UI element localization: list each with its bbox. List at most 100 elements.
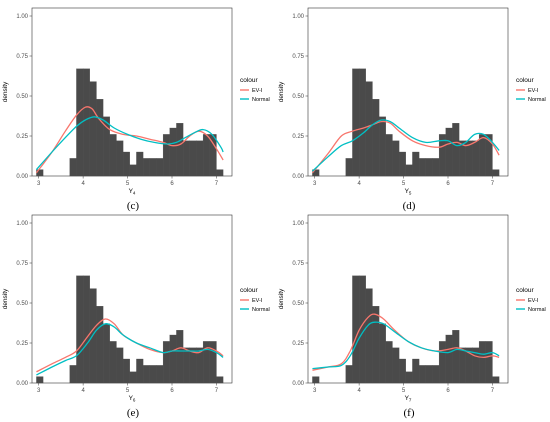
y-tick-label: 0.50 — [16, 94, 28, 100]
histogram-bar — [182, 140, 190, 177]
y-axis-title: density — [2, 288, 9, 309]
density-curve-normal — [35, 116, 224, 171]
histogram-bar — [372, 99, 380, 177]
chart-panel: 0.000.250.500.751.003 4 5 6 7densityY6colour… — [2, 214, 270, 419]
y-tick-label: 0.00 — [292, 381, 304, 387]
x-tick-label: 7 — [215, 181, 219, 187]
legend-label: Normal — [528, 307, 546, 313]
legend-title: colour — [516, 77, 535, 84]
histogram-bar — [452, 330, 460, 384]
x-tick-label: 7 — [491, 181, 495, 187]
histogram-bar — [412, 358, 420, 384]
panel-caption: (c) — [127, 200, 140, 212]
x-tick-label: 4 — [81, 181, 85, 187]
x-tick-label: 4 — [357, 388, 361, 394]
x-axis-title: Y7 — [405, 395, 412, 403]
histogram-bar — [69, 158, 77, 177]
x-tick-label: 4 — [357, 181, 361, 187]
legend-label: Normal — [528, 97, 546, 103]
histogram-bar — [162, 134, 170, 177]
histogram-bar — [149, 158, 157, 177]
histogram-bar — [492, 169, 500, 177]
histogram-bar — [122, 151, 130, 177]
histogram-bar — [182, 347, 190, 384]
x-tick-label: 6 — [446, 388, 450, 394]
x-tick-label: 3 — [37, 181, 41, 187]
histogram-bar — [216, 169, 224, 177]
x-tick-label: 7 — [491, 388, 495, 394]
histogram-bar — [405, 164, 413, 177]
y-tick-label: 0.25 — [292, 341, 304, 347]
histogram-bar — [142, 158, 150, 177]
histogram-bar — [432, 158, 440, 177]
histogram-bar — [189, 140, 197, 177]
x-tick-label: 6 — [170, 181, 174, 187]
histogram-bar — [458, 347, 466, 384]
density-curve-ev-i — [311, 120, 500, 174]
density-curve-normal — [36, 323, 224, 376]
x-tick-label: 5 — [402, 388, 406, 394]
histogram-bar — [129, 371, 137, 384]
histogram-bar — [472, 140, 480, 177]
histogram-bar — [345, 158, 353, 177]
histogram-bar — [452, 123, 460, 177]
histogram-bar — [365, 81, 373, 177]
x-tick-label: 6 — [170, 388, 174, 394]
y-tick-label: 0.75 — [16, 54, 28, 60]
histogram-bar — [109, 134, 117, 177]
y-tick-label: 0.50 — [292, 94, 304, 100]
y-axis-title: density — [2, 81, 9, 102]
y-tick-label: 0.50 — [292, 301, 304, 307]
histogram-bar — [432, 365, 440, 384]
legend-label: EV-I — [252, 88, 263, 94]
histogram-bar — [129, 164, 137, 177]
histogram-bar — [425, 158, 433, 177]
y-tick-label: 0.75 — [16, 261, 28, 267]
legend-title: colour — [240, 77, 259, 84]
x-tick-label: 7 — [215, 388, 219, 394]
histogram-bar — [89, 81, 97, 177]
histogram-bar — [412, 151, 420, 177]
x-axis-title-subscript: 7 — [409, 398, 412, 403]
chart-panel: 0.000.250.500.751.003 4 5 6 7densityY4colour… — [2, 7, 270, 212]
legend: colour EV-I Normal — [516, 287, 546, 313]
x-axis-title-subscript: 4 — [133, 191, 136, 196]
histogram-bar — [156, 158, 164, 177]
histogram-bar — [209, 134, 217, 177]
x-axis-title: Y6 — [129, 395, 136, 403]
histogram-bar — [345, 365, 353, 384]
histogram-bar — [385, 134, 393, 177]
histogram-bar — [352, 275, 360, 384]
histogram-bar — [82, 275, 90, 384]
histogram-bar — [398, 151, 406, 177]
panel-caption: (f) — [404, 407, 415, 419]
panel-caption: (d) — [403, 200, 416, 212]
y-tick-label: 0.75 — [292, 54, 304, 60]
y-tick-label: 1.00 — [16, 221, 28, 227]
x-axis-title: Y5 — [405, 188, 412, 196]
chart-panel: 0.00 0.25 0.50 0.75 1.00 3 4 5 6 7 density Y5 colour… — [278, 7, 546, 212]
histogram-bar — [116, 347, 124, 384]
legend-title: colour — [516, 287, 535, 294]
histogram-bar — [478, 134, 486, 177]
y-axis-title: density — [278, 81, 285, 102]
x-tick-label: 3 — [313, 388, 317, 394]
legend-title: colour — [240, 287, 259, 294]
histogram-bar — [209, 341, 217, 384]
histogram-bar — [176, 330, 184, 384]
histogram-bar — [425, 365, 433, 384]
legend-label: EV-I — [528, 88, 539, 94]
legend: colour EV-I Normal — [516, 77, 546, 103]
x-tick-label: 4 — [81, 388, 85, 394]
histogram-bar — [365, 288, 373, 384]
histogram-bar — [478, 341, 486, 384]
histogram-bar — [162, 341, 170, 384]
y-tick-label: 1.00 — [292, 221, 304, 227]
y-tick-label: 0.25 — [16, 134, 28, 140]
histogram-bar — [358, 68, 366, 177]
chart-panel: 0.00 0.25 0.50 0.75 1.00 3 4 5 6 7 density Y7 colour… — [278, 214, 546, 419]
legend-label: EV-I — [528, 298, 539, 304]
histogram-bar — [69, 365, 77, 384]
x-tick-label: 3 — [313, 181, 317, 187]
